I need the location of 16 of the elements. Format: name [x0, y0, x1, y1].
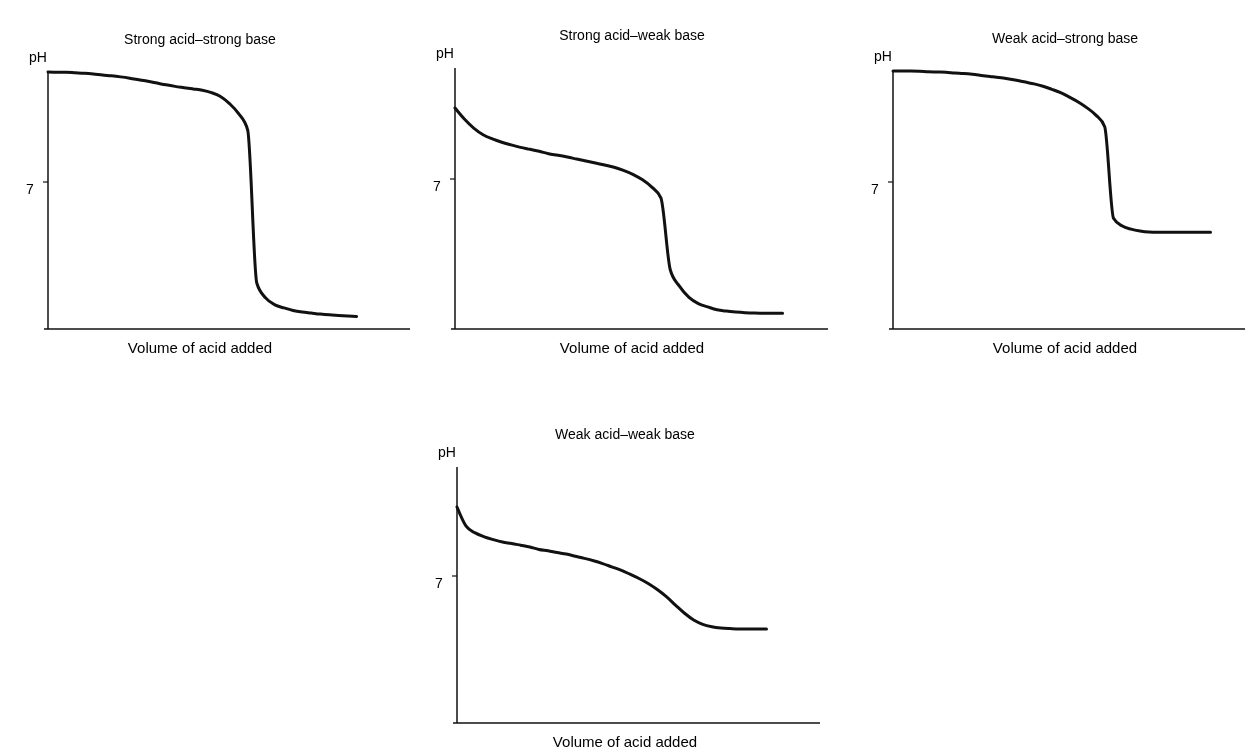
y-axis-title: pH: [436, 45, 454, 61]
x-axis-title: Volume of acid added: [127, 339, 273, 356]
y-axis-title: pH: [874, 48, 892, 64]
x-axis-title: Volume of acid added: [552, 733, 698, 750]
y-axis-title: pH: [29, 49, 47, 65]
text: 7: [871, 181, 880, 197]
x-axis-title: Volume of acid added: [559, 339, 705, 356]
x-axis-title: Volume of acid added: [992, 339, 1138, 356]
chart-title: Weak acid–strong base: [991, 30, 1139, 46]
chart-title: Weak acid–weak base: [555, 426, 696, 442]
chart-title: Strong acid–strong base: [124, 31, 277, 47]
y-axis-title: pH: [438, 444, 456, 460]
text: 7: [435, 575, 444, 591]
chart-title: Strong acid–weak base: [559, 27, 705, 43]
text: 7: [433, 178, 442, 194]
text: 7: [26, 181, 35, 197]
